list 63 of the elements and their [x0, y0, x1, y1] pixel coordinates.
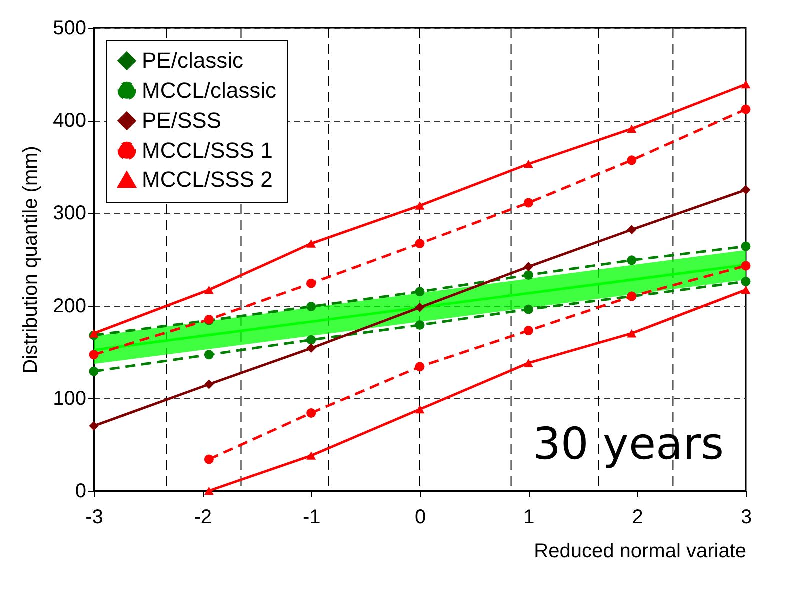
point	[89, 350, 99, 360]
point	[524, 160, 534, 168]
point	[415, 405, 425, 414]
y-tick-label: 400	[53, 110, 86, 132]
legend-label: MCCL/SSS 2	[142, 167, 273, 192]
point	[415, 239, 425, 248]
y-tick-label: 500	[53, 18, 86, 40]
point	[306, 302, 316, 312]
point	[415, 320, 425, 330]
point	[89, 421, 99, 431]
annotation: 30 years	[532, 419, 724, 470]
y-tick-label: 200	[53, 295, 86, 318]
point	[741, 242, 751, 252]
legend-label: PE/SSS	[142, 108, 222, 133]
point	[415, 202, 425, 210]
point	[306, 335, 316, 345]
y-axis-title: Distribution quantile (mm)	[20, 146, 42, 374]
point	[627, 329, 637, 338]
x-tick-label: 3	[740, 506, 752, 528]
x-tick-label: 1	[524, 506, 535, 528]
point	[204, 454, 214, 464]
y-tick-label: 0	[75, 480, 86, 502]
point	[627, 156, 637, 166]
point	[306, 278, 316, 288]
x-tick-label: 2	[632, 506, 644, 528]
point	[204, 350, 214, 360]
point	[741, 80, 751, 89]
point	[524, 359, 534, 368]
point	[741, 286, 751, 294]
point	[524, 262, 534, 272]
x-tick-label: -1	[302, 506, 321, 528]
point	[415, 287, 425, 297]
point	[741, 185, 751, 195]
y-tick-label: 100	[53, 388, 86, 410]
point	[741, 276, 751, 286]
y-tick-label: 300	[53, 202, 86, 225]
point	[204, 380, 214, 390]
point	[89, 366, 99, 376]
x-axis-title: Reduced normal variate	[534, 540, 746, 562]
point	[415, 362, 425, 372]
point	[741, 104, 751, 114]
x-tick-label: -2	[194, 506, 212, 528]
point	[306, 240, 316, 248]
x-tick-label: -3	[86, 506, 104, 528]
legend-label: MCCL/SSS 1	[142, 138, 273, 163]
point	[306, 408, 316, 418]
legend-label: PE/classic	[142, 48, 244, 73]
point	[306, 344, 316, 354]
point	[524, 198, 534, 208]
point	[524, 326, 534, 336]
point	[627, 225, 637, 235]
x-tick-label: 0	[414, 506, 426, 528]
point	[627, 256, 637, 266]
point	[627, 124, 637, 134]
point	[524, 304, 534, 314]
point	[306, 452, 316, 460]
point	[89, 329, 99, 338]
point	[204, 286, 214, 294]
point	[524, 270, 534, 280]
legend-label: MCCL/classic	[142, 78, 276, 103]
point	[741, 261, 751, 271]
point	[415, 302, 425, 312]
point	[204, 486, 214, 496]
